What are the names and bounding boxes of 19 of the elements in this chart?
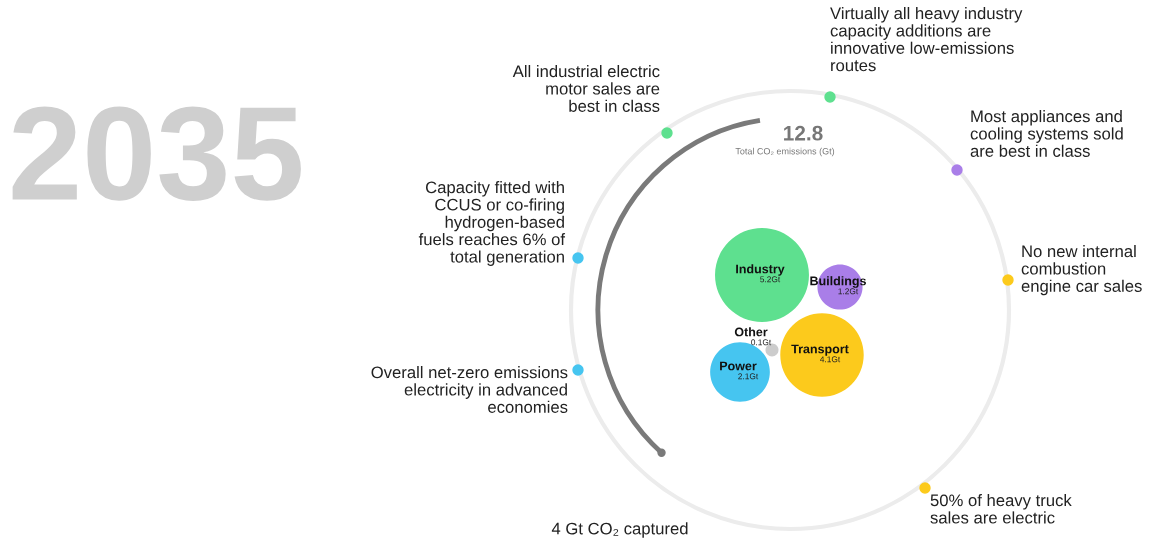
category-label: Transport xyxy=(791,344,849,356)
text: All industrial electric motor sales are best in class xyxy=(512,65,660,112)
text: 4 Gt CO₂ captured xyxy=(551,522,688,538)
text: Total CO₂ emissions (Gt) xyxy=(735,147,835,157)
data-label: 1.2Gt xyxy=(838,288,859,295)
text: 12.8 xyxy=(784,125,823,141)
text: 50% of heavy truck sales are electric xyxy=(930,494,1072,524)
category-label: Other xyxy=(734,327,768,337)
data-label: 5.2Gt xyxy=(760,276,781,283)
text: No new internal combustion engine car sales xyxy=(1021,245,1142,296)
category-label: Power xyxy=(720,361,757,371)
text: Most appliances and cooling systems sold are best in class xyxy=(970,110,1123,157)
text: Capacity fitted with CCUS or co-firing hydrogen-based fuels reaches 6% of total generation xyxy=(418,181,566,266)
text: Overall net-zero emissions electricity in advanced economies xyxy=(371,366,568,413)
text: Virtually all heavy industry capacity additions are innovative low-emissions routes xyxy=(830,7,1023,72)
data-label: 2.1Gt xyxy=(738,373,759,380)
category-label: Industry xyxy=(736,264,785,276)
data-label: 4.1Gt xyxy=(820,356,841,363)
data-label: 0.1Gt xyxy=(751,339,772,346)
